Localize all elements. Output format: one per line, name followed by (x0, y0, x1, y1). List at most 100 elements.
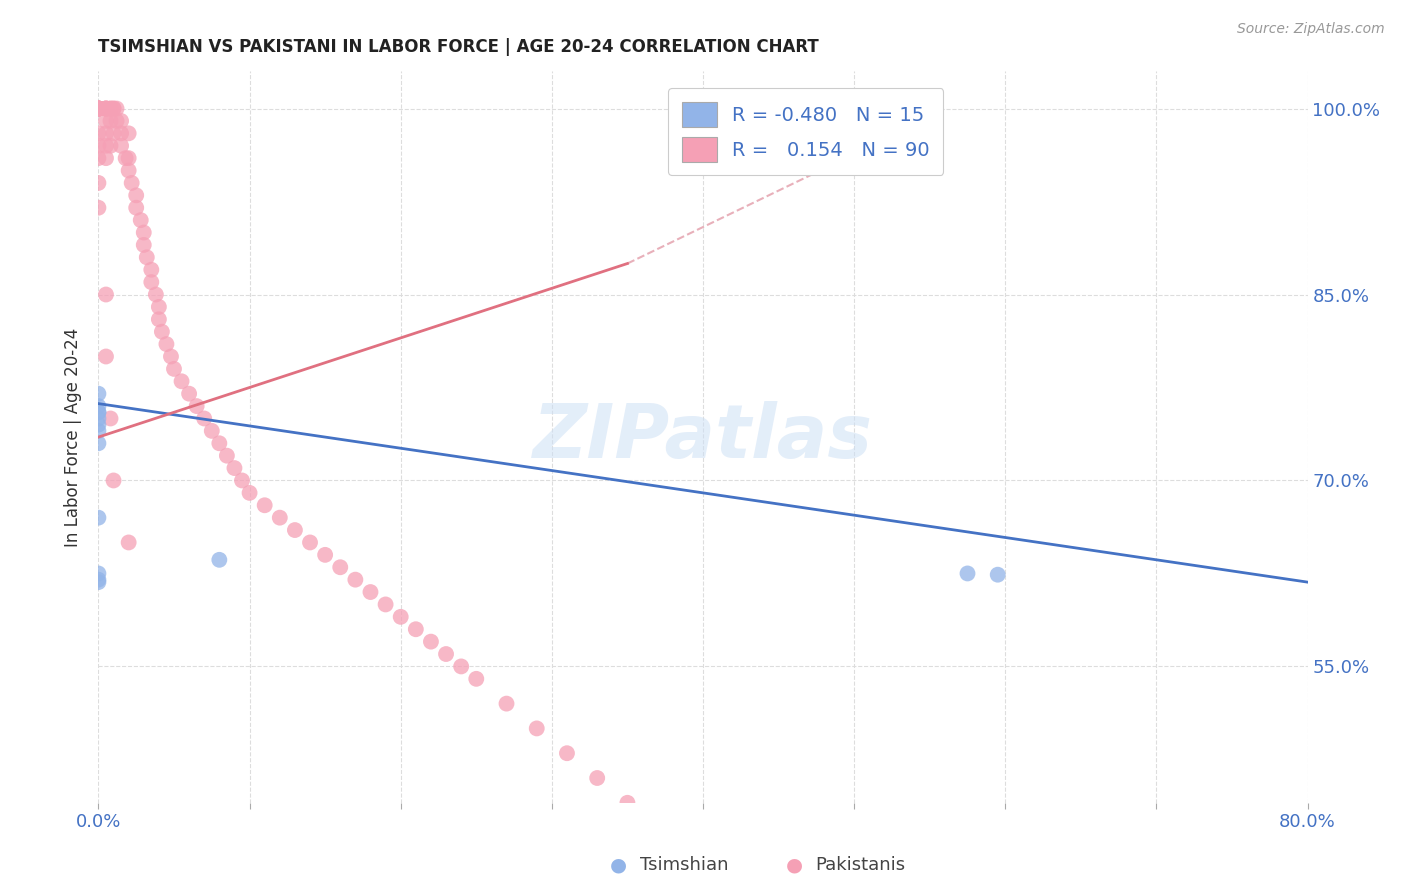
Point (129, 213, 152, 227)
Point (94, 102, 117, 116)
Point (87, 176, 110, 190)
Point (94, 138, 117, 153)
Point (87, 102, 110, 116)
Point (87, 102, 110, 116)
Point (125, 201, 148, 215)
Point (87, 102, 110, 116)
Point (105, 102, 128, 116)
Point (299, 535, 322, 549)
Point (94, 151, 117, 165)
Point (103, 126, 125, 140)
Point (434, 647, 457, 661)
Point (87, 126, 110, 140)
Point (118, 126, 141, 140)
Text: ●: ● (610, 855, 627, 875)
Point (87, 405, 110, 419)
Point (215, 449, 238, 463)
Point (94, 350, 117, 364)
Point (555, 746, 578, 760)
Point (344, 573, 367, 587)
Point (329, 560, 352, 574)
Point (141, 275, 163, 289)
Point (132, 238, 155, 252)
Point (110, 126, 132, 140)
Point (118, 535, 141, 549)
Text: TSIMSHIAN VS PAKISTANI IN LABOR FORCE | AGE 20-24 CORRELATION CHART: TSIMSHIAN VS PAKISTANI IN LABOR FORCE | … (98, 38, 820, 56)
Point (170, 374, 193, 388)
Text: ZIPatlas: ZIPatlas (533, 401, 873, 474)
Point (87, 386, 110, 401)
Point (132, 226, 155, 240)
Point (87, 102, 110, 116)
Point (150, 325, 173, 339)
Point (616, 796, 638, 810)
Point (135, 250, 157, 264)
Text: Source: ZipAtlas.com: Source: ZipAtlas.com (1237, 22, 1385, 37)
Point (94, 102, 117, 116)
Point (201, 424, 224, 438)
Point (105, 114, 128, 128)
Point (186, 399, 208, 413)
Point (87, 102, 110, 116)
Point (253, 498, 276, 512)
Point (360, 585, 382, 599)
Point (87, 510, 110, 524)
Point (94, 102, 117, 116)
Point (465, 672, 488, 686)
Point (163, 362, 186, 376)
Point (160, 350, 183, 364)
Point (87, 102, 110, 116)
Point (118, 151, 141, 165)
Point (87, 417, 110, 432)
Point (114, 151, 136, 165)
Point (314, 548, 336, 562)
Point (405, 622, 427, 636)
Point (420, 634, 443, 648)
Point (87, 102, 110, 116)
Point (103, 102, 125, 116)
Point (231, 474, 253, 488)
Point (87, 424, 110, 438)
Point (87, 138, 110, 153)
Point (118, 163, 141, 178)
Point (87, 102, 110, 116)
Point (148, 300, 170, 314)
Point (103, 102, 125, 116)
Point (87, 566, 110, 581)
Text: ●: ● (786, 855, 803, 875)
Text: Pakistanis: Pakistanis (815, 856, 905, 874)
Point (87, 399, 110, 413)
Point (94, 126, 117, 140)
Point (87, 436, 110, 450)
Point (193, 411, 215, 425)
Point (87, 411, 110, 425)
Point (87, 573, 110, 587)
Legend: R = -0.480   N = 15, R =   0.154   N = 90: R = -0.480 N = 15, R = 0.154 N = 90 (668, 88, 943, 176)
Point (224, 461, 246, 475)
Point (121, 176, 143, 190)
Point (155, 337, 177, 351)
Text: Tsimshian: Tsimshian (640, 856, 728, 874)
Point (495, 697, 517, 711)
Point (208, 553, 231, 567)
Point (208, 436, 231, 450)
Point (374, 598, 396, 612)
Point (100, 411, 122, 425)
Point (87, 102, 110, 116)
Point (389, 610, 412, 624)
Point (87, 201, 110, 215)
Point (239, 486, 262, 500)
Point (956, 566, 979, 581)
Point (148, 312, 170, 326)
Point (586, 771, 609, 785)
Point (87, 405, 110, 419)
Point (450, 659, 472, 673)
Point (103, 474, 125, 488)
Point (110, 114, 132, 128)
Point (94, 114, 117, 128)
Y-axis label: In Labor Force | Age 20-24: In Labor Force | Age 20-24 (65, 327, 83, 547)
Point (987, 567, 1010, 582)
Point (269, 510, 291, 524)
Point (145, 287, 167, 301)
Point (125, 188, 148, 202)
